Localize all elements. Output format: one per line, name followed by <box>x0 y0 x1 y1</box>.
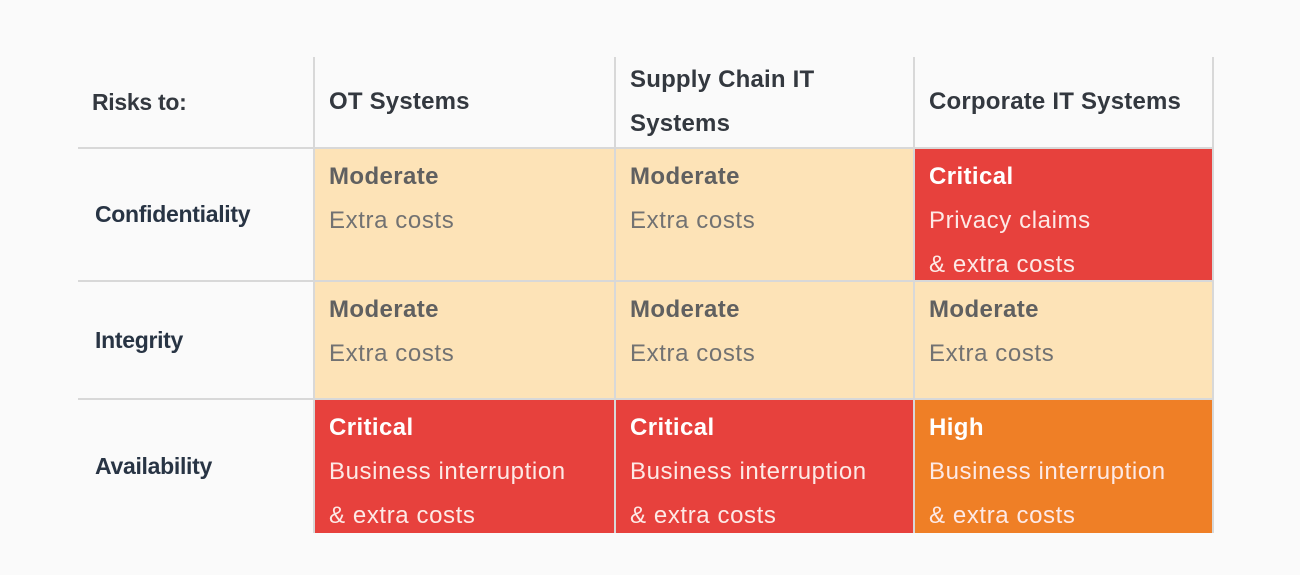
row-header-confidentiality: Confidentiality <box>78 149 313 282</box>
risk-matrix: Risks to: OT Systems Supply Chain IT Sys… <box>78 57 1214 533</box>
column-header-ot-systems: OT Systems <box>313 57 614 149</box>
risk-impact: Extra costs <box>630 207 756 234</box>
row-header-label: Confidentiality <box>95 201 251 227</box>
risk-cell: Moderate Extra costs <box>313 282 614 400</box>
risk-level: Moderate <box>329 163 439 190</box>
risk-impact: Extra costs <box>329 340 455 367</box>
column-header-label: Corporate IT Systems <box>929 88 1182 115</box>
risk-impact: Extra costs <box>630 340 756 367</box>
column-header-corporate-it: Corporate IT Systems <box>913 57 1214 149</box>
risk-impact: Business interruption & extra costs <box>929 458 1166 529</box>
column-header-label: OT Systems <box>329 88 470 115</box>
risk-level: Moderate <box>630 163 740 190</box>
column-header-supply-chain-it: Supply Chain IT Systems <box>614 57 913 149</box>
row-header-availability: Availability <box>78 400 313 533</box>
risk-level: Moderate <box>929 296 1039 323</box>
column-header-label: Supply Chain IT Systems <box>630 66 815 137</box>
risk-cell: Moderate Extra costs <box>614 282 913 400</box>
corner-header-label: Risks to: <box>92 89 187 115</box>
risk-cell: Critical Business interruption & extra c… <box>614 400 913 533</box>
row-header-label: Availability <box>95 453 212 479</box>
risk-level: Critical <box>929 163 1014 190</box>
risk-cell: Critical Business interruption & extra c… <box>313 400 614 533</box>
risk-cell: Moderate Extra costs <box>913 282 1214 400</box>
risk-level: Critical <box>630 414 715 441</box>
risk-level: Critical <box>329 414 414 441</box>
risk-cell: Moderate Extra costs <box>614 149 913 282</box>
risk-impact: Extra costs <box>929 340 1055 367</box>
risk-cell: Critical Privacy claims & extra costs <box>913 149 1214 282</box>
row-header-integrity: Integrity <box>78 282 313 400</box>
risk-level: High <box>929 414 984 441</box>
risk-impact: Extra costs <box>329 207 455 234</box>
risk-impact: Business interruption & extra costs <box>630 458 867 529</box>
risk-level: Moderate <box>630 296 740 323</box>
corner-header: Risks to: <box>78 57 313 149</box>
risk-impact: Privacy claims & extra costs <box>929 207 1091 278</box>
row-header-label: Integrity <box>95 326 184 353</box>
risk-impact: Business interruption & extra costs <box>329 458 566 529</box>
risk-level: Moderate <box>329 296 439 323</box>
risk-cell: Moderate Extra costs <box>313 149 614 282</box>
risk-cell: High Business interruption & extra costs <box>913 400 1214 533</box>
